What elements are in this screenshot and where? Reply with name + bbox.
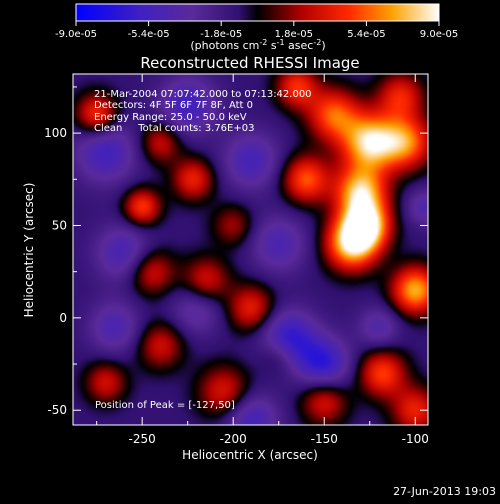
x-tick-label: -150 — [311, 432, 338, 446]
chart-title: Reconstructed RHESSI Image — [140, 54, 359, 72]
info-line-detectors: Detectors: 4F 5F 6F 7F 8F, Att 0 — [94, 100, 253, 111]
x-tick-label: -200 — [220, 432, 247, 446]
observation-info: 21-Mar-2004 07:07:42.000 to 07:13:42.000… — [94, 89, 312, 134]
colorbar-tick-label: 1.8e-05 — [275, 29, 313, 40]
colorbar — [75, 3, 440, 22]
colorbar-tick-label: -9.0e-05 — [55, 29, 97, 40]
render-timestamp: 27-Jun-2013 19:03 — [393, 485, 496, 498]
y-tick-label: 0 — [59, 311, 67, 325]
colorbar-tick-label: 9.0e-05 — [420, 29, 458, 40]
x-tick-label: -100 — [402, 432, 429, 446]
axis-ticks: -250 -200 -150 -100 -50 0 50 100 — [44, 74, 429, 446]
x-axis-label: Heliocentric X (arcsec) — [182, 448, 318, 462]
y-tick-label: 100 — [44, 126, 67, 140]
colorbar-unit-label: (photons cm-2 s-1 asec-2) — [190, 38, 325, 52]
plot-frame — [72, 73, 429, 426]
y-tick-label: 50 — [52, 218, 67, 232]
colorbar-tick-label: -1.8e-05 — [200, 29, 242, 40]
heatmap-image — [73, 74, 428, 425]
info-line-time: 21-Mar-2004 07:07:42.000 to 07:13:42.000 — [94, 89, 312, 100]
peak-position-text: Position of Peak = [-127,50] — [95, 400, 235, 411]
y-axis-label: Heliocentric Y (arcsec) — [22, 183, 36, 318]
y-tick-label: -50 — [47, 403, 67, 417]
colorbar-tick-label: -5.4e-05 — [128, 29, 170, 40]
info-line-energy: Energy Range: 25.0 - 50.0 keV — [94, 112, 247, 123]
colorbar-ticks: -9.0e-05 -5.4e-05 -1.8e-05 1.8e-05 5.4e-05 9.… — [55, 21, 458, 40]
info-line-clean: Clean Total counts: 3.76E+03 — [94, 123, 254, 134]
colorbar-tick-label: 5.4e-05 — [347, 29, 385, 40]
x-tick-label: -250 — [129, 432, 156, 446]
